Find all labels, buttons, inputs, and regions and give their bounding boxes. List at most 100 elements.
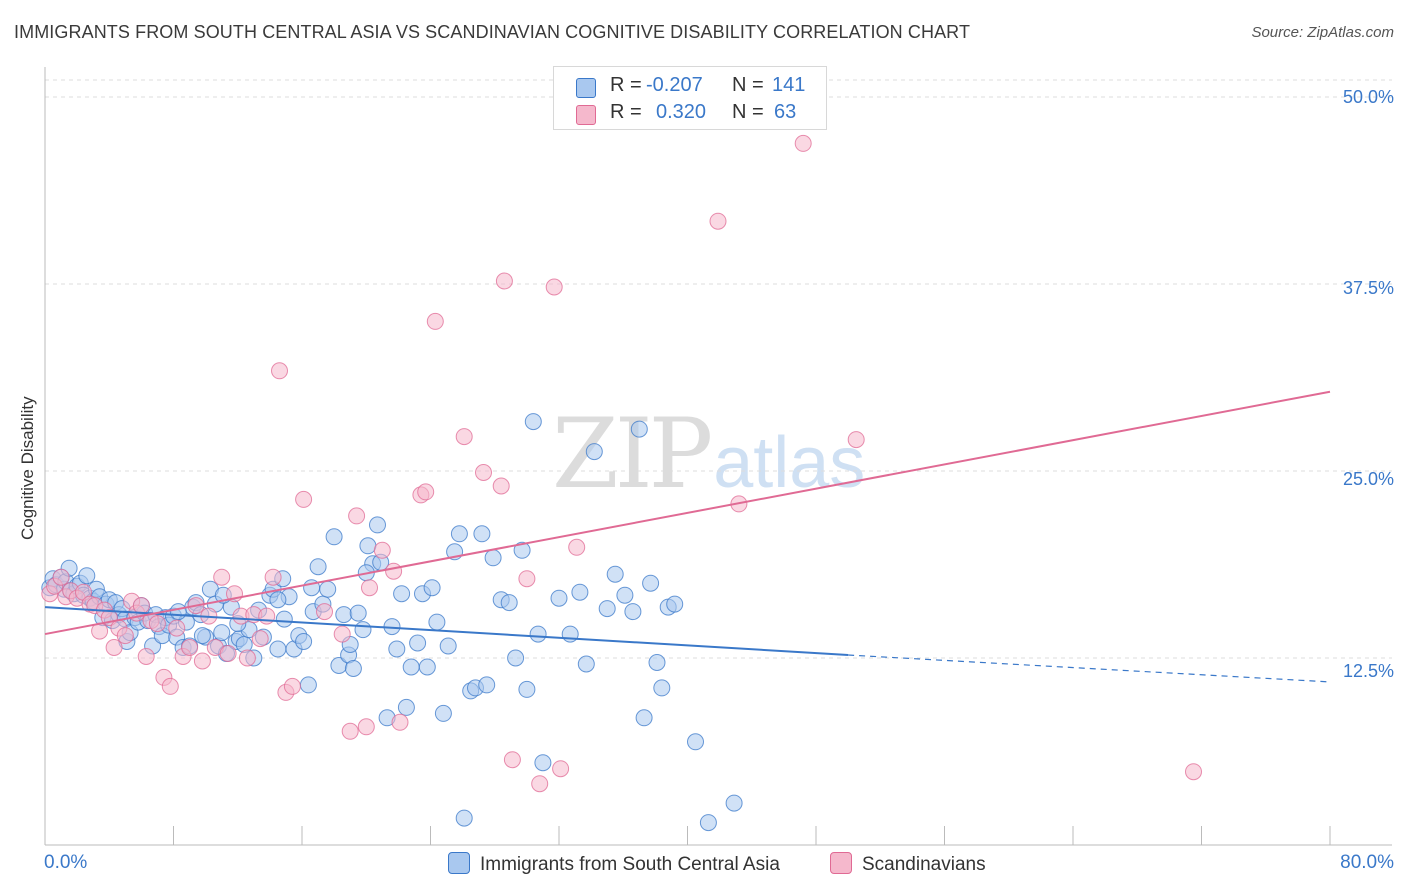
scatter-point	[794, 134, 812, 152]
scatter-point	[847, 431, 865, 449]
scatter-point	[725, 794, 743, 812]
scatter-point	[417, 483, 435, 501]
legend-r-value: 0.320	[656, 101, 707, 123]
y-tick-12-5: 12.5%	[1342, 661, 1394, 681]
scatter-point	[653, 679, 671, 697]
bottom-legend-label: Immigrants from South Central Asia	[480, 854, 780, 875]
series-scandinavians-points	[41, 134, 1202, 793]
scatter-point	[269, 591, 287, 609]
trend-line-immigrants-extension	[848, 654, 1331, 683]
scatter-point	[251, 630, 269, 648]
scatter-point	[132, 597, 150, 615]
scatter-point	[219, 645, 237, 662]
scatter-point	[105, 639, 123, 656]
y-tick-37-5: 37.5%	[1342, 278, 1394, 298]
source-label: Source: ZipAtlas.com	[1251, 24, 1394, 41]
scatter-point	[193, 627, 211, 645]
scatter-point	[349, 604, 367, 622]
scatter-point	[534, 754, 552, 772]
scatter-point	[687, 733, 704, 751]
scatter-point	[484, 549, 502, 567]
scatter-point	[275, 610, 293, 628]
scatter-point	[397, 698, 415, 716]
scatter-point	[624, 603, 642, 621]
scatter-point	[295, 490, 313, 508]
scatter-point	[168, 619, 186, 637]
scatter-point	[271, 362, 288, 380]
scatter-point	[545, 278, 563, 296]
scatter-point	[52, 568, 70, 586]
scatter-point	[552, 760, 570, 778]
scatter-point	[518, 680, 536, 698]
scatter-point	[181, 639, 199, 656]
scatter-point	[269, 640, 287, 658]
scatter-point	[116, 627, 134, 645]
bottom-legend-swatch-pink	[830, 852, 852, 874]
scatter-point	[571, 583, 589, 601]
bottom-legend-immigrants: Immigrants from South Central Asia	[448, 852, 780, 876]
scatter-point	[518, 570, 536, 588]
scatter-point	[642, 574, 660, 592]
chart-title: IMMIGRANTS FROM SOUTH CENTRAL ASIA VS SC…	[14, 22, 971, 42]
trend-lines	[44, 390, 1331, 683]
scatter-point	[630, 420, 648, 438]
scatter-point	[161, 677, 179, 695]
scatter-point	[369, 516, 386, 534]
scatter-point	[550, 589, 568, 607]
watermark-atlas: atlas	[713, 423, 866, 503]
scatter-point	[264, 568, 282, 586]
scatter-point	[495, 272, 513, 290]
scatter-point	[500, 594, 518, 612]
scatter-point	[531, 775, 549, 793]
scatter-point	[137, 648, 155, 665]
trend-line-scandinavians	[44, 390, 1331, 636]
scatter-point	[529, 625, 547, 643]
scatter-point	[418, 658, 436, 676]
legend-n-label: N =	[732, 101, 764, 123]
scatter-point	[388, 640, 406, 658]
bottom-legend-scandinavians: Scandinavians	[830, 852, 986, 876]
scatter-point	[283, 677, 301, 695]
scatter-point	[455, 809, 473, 827]
x-tick-max: 80.0%	[1340, 852, 1394, 873]
scatter-point	[439, 637, 457, 655]
legend-r-label: R =	[610, 101, 642, 123]
scatter-point	[193, 652, 211, 670]
correlation-legend: R = -0.207 N = 141 R = 0.320 N = 63	[553, 66, 827, 130]
scatter-point	[258, 607, 276, 625]
scatter-point	[666, 595, 684, 613]
legend-n-label: N =	[732, 74, 764, 96]
scatter-point	[635, 709, 653, 727]
scatter-point	[585, 443, 603, 461]
scatter-point	[348, 507, 366, 525]
scatter-point	[309, 558, 327, 576]
scatter-point	[238, 649, 256, 667]
scatter-point	[709, 212, 727, 230]
legend-swatch-blue	[576, 78, 596, 98]
scatter-point	[361, 579, 378, 597]
scatter-point	[213, 568, 231, 586]
legend-n-value: 141	[772, 74, 806, 96]
scatter-point	[699, 814, 717, 832]
grid-lines	[45, 79, 1392, 659]
bottom-legend-label: Scandinavians	[862, 854, 986, 875]
scatter-point	[473, 525, 491, 543]
scatter-point	[354, 621, 372, 639]
scatter-point	[319, 580, 337, 598]
legend-r-value: -0.207	[646, 74, 703, 96]
scatter-point	[373, 541, 391, 559]
scatter-point	[78, 567, 96, 585]
scatter-point	[577, 655, 595, 673]
scatter-point	[616, 586, 634, 604]
scatter-point	[299, 676, 317, 694]
scatter-point	[325, 528, 343, 546]
scatter-point	[169, 603, 187, 621]
scatter-point	[341, 722, 359, 740]
scatter-point	[478, 676, 496, 694]
scatter-point	[316, 603, 333, 621]
scatter-point	[393, 585, 411, 603]
trend-line-immigrants	[44, 606, 849, 657]
scatter-point	[503, 751, 521, 769]
scatter-point	[391, 713, 409, 731]
